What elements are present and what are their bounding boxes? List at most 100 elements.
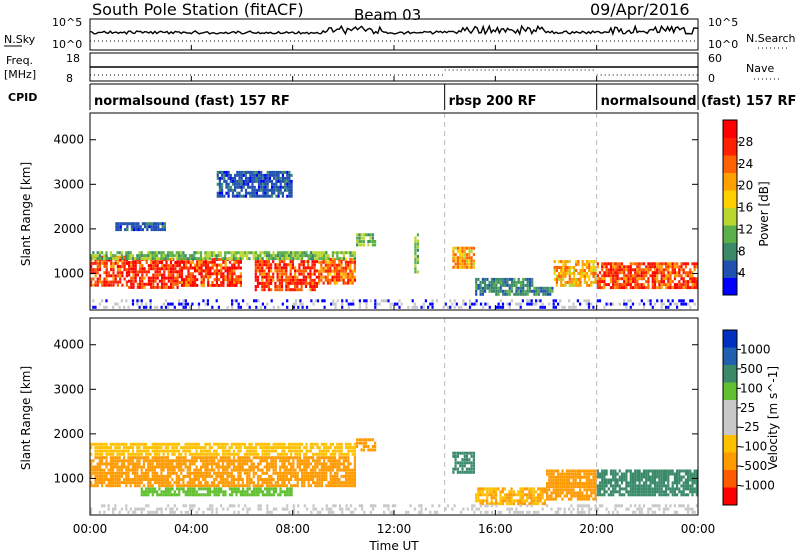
data-cell	[695, 490, 698, 494]
power-ylabel: Slant Range [km]	[19, 162, 33, 266]
data-cell	[280, 285, 284, 288]
data-cell	[667, 299, 670, 303]
data-cell	[221, 478, 225, 481]
data-cell	[129, 257, 132, 261]
data-cell	[289, 269, 292, 273]
data-cell	[281, 490, 284, 494]
data-cell	[673, 472, 676, 476]
data-cell	[510, 499, 513, 503]
data-cell	[307, 459, 310, 463]
data-cell	[265, 481, 269, 485]
data-cell	[336, 442, 339, 446]
data-cell	[340, 446, 343, 450]
data-cell	[566, 266, 569, 269]
data-cell	[254, 288, 257, 292]
data-cell	[180, 272, 184, 276]
data-cell	[296, 484, 299, 488]
data-cell	[241, 257, 244, 261]
data-cell	[90, 471, 93, 475]
data-cell	[169, 261, 173, 264]
data-cell	[456, 467, 459, 471]
data-cell	[139, 279, 142, 283]
data-cell	[468, 458, 471, 462]
data-cell	[136, 299, 139, 303]
data-band	[475, 487, 546, 506]
data-cell	[301, 442, 304, 446]
data-cell	[285, 281, 288, 285]
data-cell	[572, 305, 575, 309]
data-cell	[662, 283, 665, 287]
data-cell	[197, 257, 200, 261]
data-cell	[691, 490, 694, 494]
data-cell	[103, 277, 106, 281]
data-cell	[211, 281, 214, 284]
data-cell	[158, 446, 161, 450]
data-cell	[313, 260, 316, 264]
data-cell	[243, 459, 247, 463]
data-cell	[133, 222, 136, 226]
data-cell	[307, 281, 310, 285]
data-cell	[114, 474, 117, 478]
data-cell	[130, 264, 133, 268]
data-cell	[564, 280, 567, 284]
data-cell	[231, 188, 235, 192]
data-cell	[199, 465, 203, 469]
data-cell	[261, 275, 264, 279]
data-cell	[234, 185, 237, 189]
data-cell	[316, 442, 319, 446]
data-cell	[676, 302, 679, 306]
data-cell	[283, 484, 286, 488]
data-cell	[416, 254, 419, 258]
data-cell	[645, 268, 648, 272]
data-cell	[281, 442, 284, 446]
data-cell	[470, 259, 473, 263]
data-cell	[305, 459, 308, 463]
data-cell	[614, 283, 617, 287]
data-cell	[256, 275, 260, 279]
data-cell	[587, 488, 591, 492]
data-cell	[502, 280, 505, 284]
data-cell	[459, 470, 462, 474]
data-cell	[138, 462, 141, 466]
data-cell	[279, 452, 282, 456]
data-cell	[149, 510, 152, 514]
data-cell	[151, 478, 154, 481]
data-cell	[573, 266, 576, 269]
data-cell	[353, 251, 356, 255]
data-cell	[338, 456, 341, 460]
data-cell	[200, 278, 203, 282]
data-cell	[318, 251, 321, 255]
data-cell	[257, 452, 260, 456]
data-cell	[687, 280, 690, 284]
data-cell	[112, 265, 115, 268]
data-cell	[429, 302, 432, 306]
data-cell	[265, 484, 269, 488]
data-cell	[185, 283, 188, 287]
data-cell	[127, 452, 130, 456]
data-cell	[499, 502, 502, 506]
data-cell	[114, 484, 117, 488]
data-cell	[550, 469, 553, 473]
data-cell	[477, 499, 480, 503]
data-cell	[142, 449, 145, 453]
data-cell	[311, 278, 314, 282]
data-cell	[172, 264, 175, 268]
data-cell	[288, 173, 291, 177]
data-cell	[164, 449, 167, 453]
data-cell	[206, 484, 209, 488]
data-cell	[292, 462, 295, 466]
data-cell	[353, 257, 356, 261]
data-cell	[396, 302, 399, 306]
data-cell	[629, 280, 632, 284]
data-cell	[266, 173, 269, 177]
data-cell	[658, 478, 661, 482]
data-cell	[273, 185, 276, 189]
data-cell	[647, 493, 650, 497]
data-cell	[226, 471, 229, 475]
data-cell	[279, 176, 282, 180]
data-cell	[693, 302, 696, 306]
data-cell	[607, 262, 610, 266]
nsky-tick-bottom: 10^0	[52, 38, 82, 51]
data-cell	[590, 269, 593, 272]
data-cell	[662, 469, 665, 473]
